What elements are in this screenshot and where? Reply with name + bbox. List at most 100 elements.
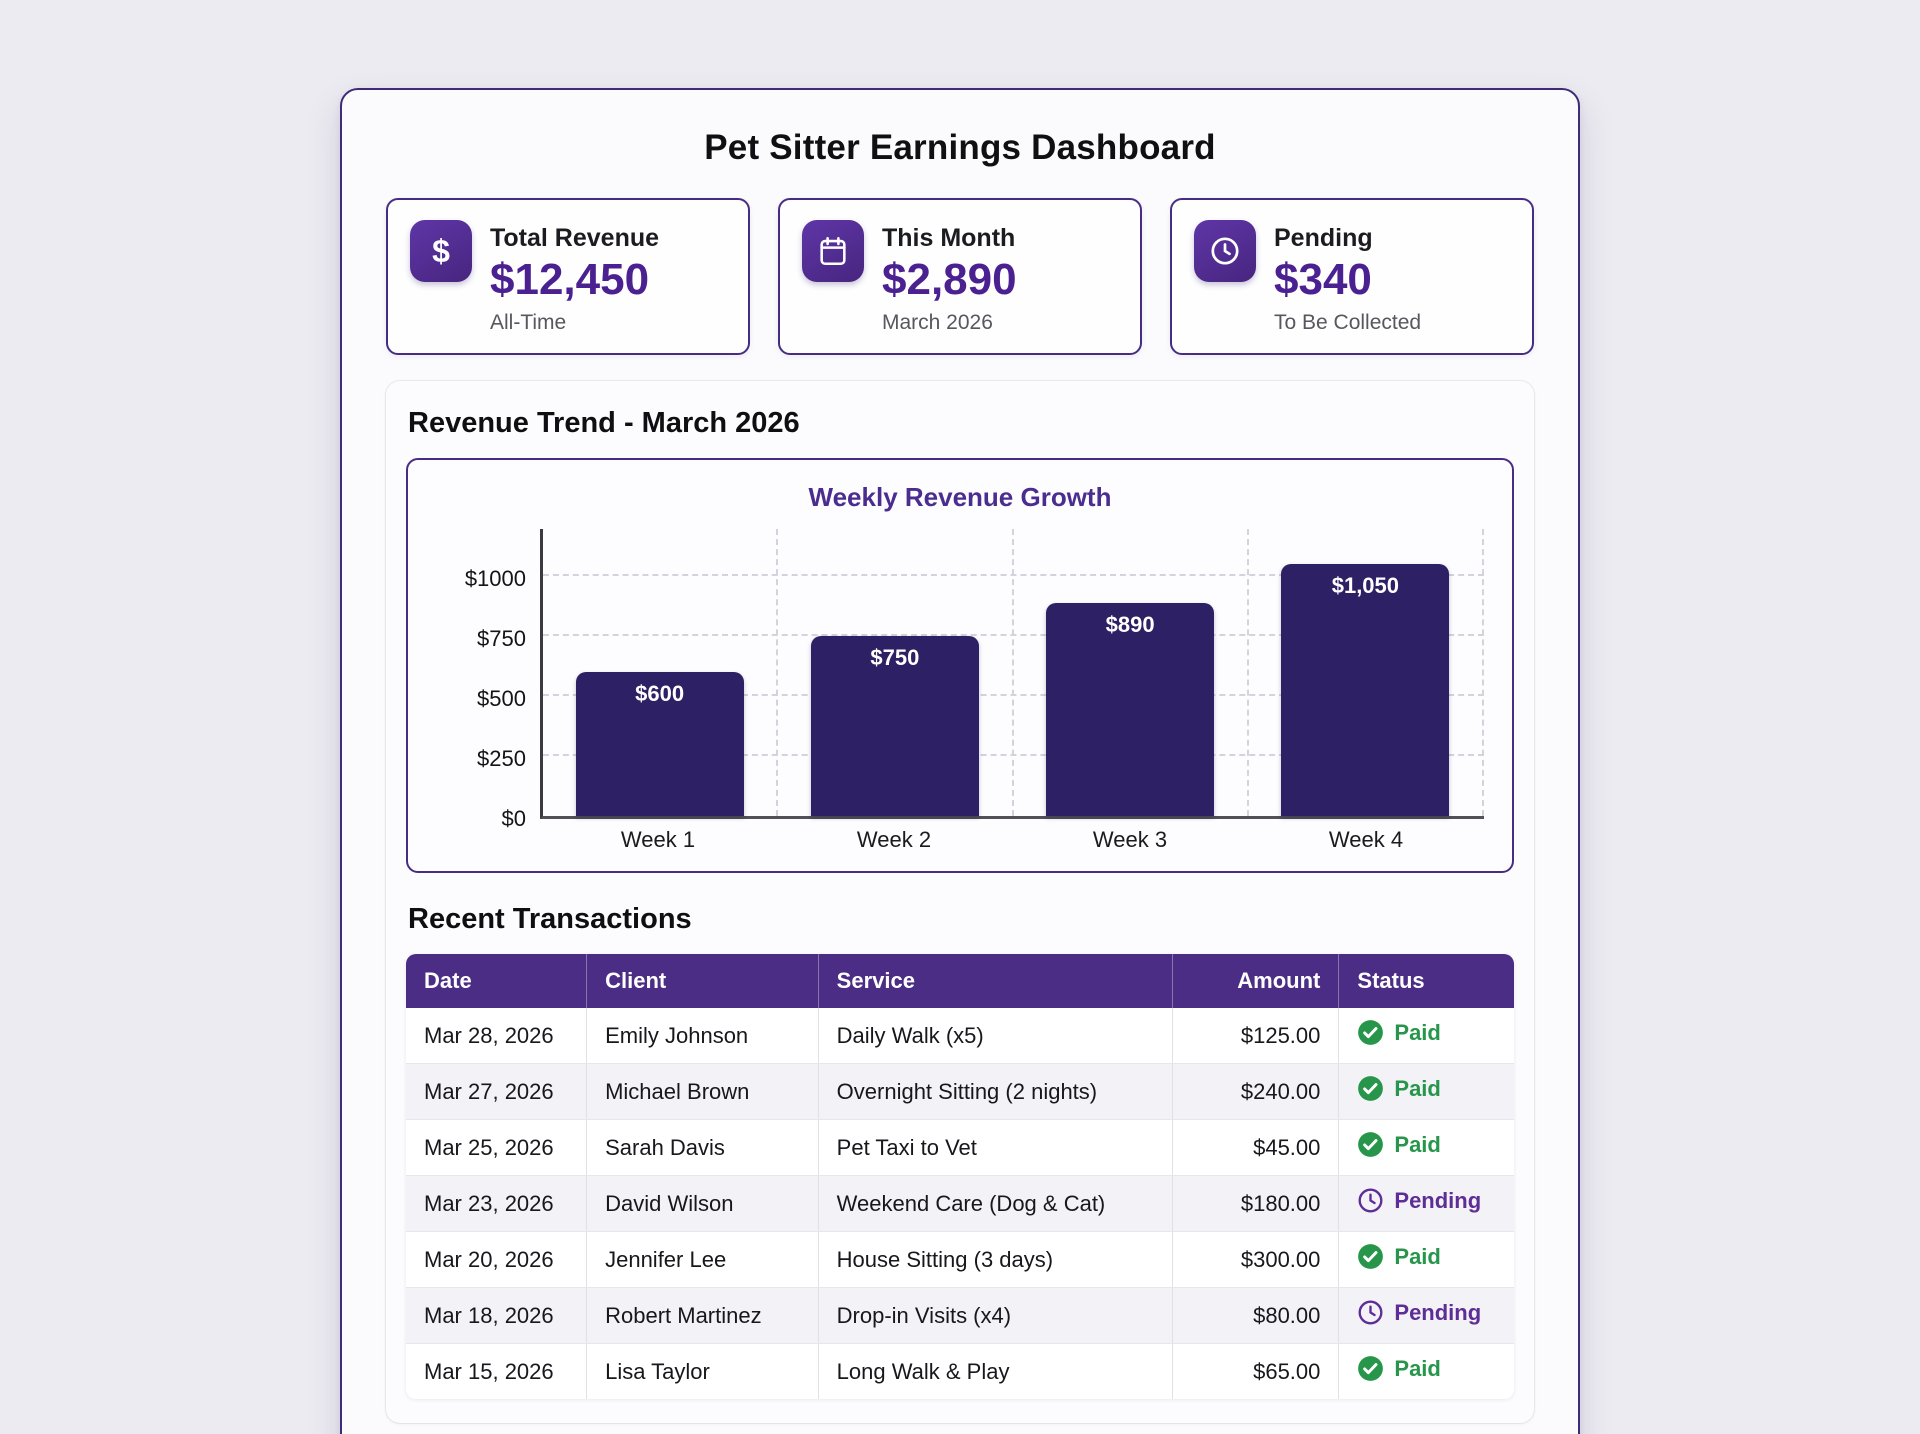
cell-amount: $125.00 [1172, 1008, 1340, 1065]
bar-value-label: $890 [1105, 611, 1155, 637]
column-header-service: Service [818, 954, 1174, 1009]
status-badge: Paid [1357, 1243, 1441, 1270]
status-badge: Paid [1357, 1355, 1441, 1382]
bar-slots: $600 $750 $890 $1,050 [543, 529, 1484, 817]
cell-date: Mar 27, 2026 [406, 1063, 588, 1121]
transactions-table: Date Client Service Amount Status Mar 28, 20… [406, 954, 1514, 1400]
recent-transactions-heading: Recent Transactions [408, 903, 692, 936]
y-tick-label: $250 [477, 746, 526, 772]
x-tick-label: Week 1 [620, 827, 696, 853]
bar-value-label: $750 [870, 645, 920, 671]
clock-icon [1194, 220, 1256, 282]
cell-service: Pet Taxi to Vet [818, 1119, 1174, 1177]
cell-status: Pending [1338, 1287, 1514, 1345]
y-tick-label: $500 [477, 686, 526, 712]
stat-label: Pending [1274, 224, 1373, 252]
cell-status: Paid [1338, 1008, 1514, 1065]
cell-status: Paid [1338, 1063, 1514, 1121]
cell-client: Robert Martinez [586, 1287, 819, 1345]
status-badge: Paid [1357, 1075, 1441, 1102]
cell-amount: $80.00 [1172, 1287, 1340, 1345]
gridline [543, 754, 1484, 757]
cell-amount: $45.00 [1172, 1119, 1340, 1177]
status-badge: Paid [1357, 1019, 1441, 1046]
y-tick-label: $0 [501, 806, 526, 832]
cell-client: David Wilson [586, 1175, 819, 1233]
dollar-icon: $ [410, 220, 472, 282]
table-row: Mar 28, 2026 Emily Johnson Daily Walk (x… [406, 1008, 1514, 1065]
gridline [543, 574, 1484, 577]
check-circle-icon [1357, 1355, 1384, 1382]
stat-label: This Month [882, 224, 1016, 252]
table-row: Mar 23, 2026 David Wilson Weekend Care (… [406, 1175, 1514, 1233]
bar-week-2: $750 [810, 636, 979, 817]
cell-service: Drop-in Visits (x4) [818, 1287, 1174, 1345]
cell-service: Weekend Care (Dog & Cat) [818, 1175, 1174, 1233]
stats-row: $ Total Revenue $12,450 All-Time This Mo… [386, 198, 1534, 356]
page-title: Pet Sitter Earnings Dashboard [704, 128, 1216, 167]
cell-amount: $65.00 [1172, 1343, 1340, 1400]
status-text: Pending [1394, 1187, 1482, 1213]
clock-icon [1357, 1187, 1384, 1214]
table-row: Mar 20, 2026 Jennifer Lee House Sitting … [406, 1231, 1514, 1289]
bar-week-3: $890 [1046, 602, 1215, 817]
chart-slot: $1,050 [1249, 529, 1484, 817]
cell-service: Long Walk & Play [818, 1343, 1174, 1400]
status-text: Pending [1394, 1299, 1482, 1325]
stat-label: Total Revenue [490, 224, 660, 252]
cell-amount: $240.00 [1172, 1063, 1340, 1121]
bar-week-4: $1,050 [1281, 564, 1450, 817]
cell-date: Mar 15, 2026 [406, 1343, 588, 1400]
cell-status: Paid [1338, 1119, 1514, 1177]
table-row: Mar 15, 2026 Lisa Taylor Long Walk & Pla… [406, 1343, 1514, 1400]
y-tick-label: $1000 [464, 566, 526, 592]
bar-week-1: $600 [575, 672, 744, 817]
clock-icon [1357, 1299, 1384, 1326]
cell-amount: $180.00 [1172, 1175, 1340, 1233]
cell-date: Mar 25, 2026 [406, 1119, 588, 1177]
chart-title: Weekly Revenue Growth [808, 482, 1112, 513]
y-tick-label: $750 [477, 626, 526, 652]
revenue-panel: Revenue Trend - March 2026 Weekly Revenu… [386, 381, 1534, 1424]
chart-slot: $750 [778, 529, 1014, 817]
transactions-table-wrap: Date Client Service Amount Status Mar 28, 20… [406, 954, 1514, 1400]
stat-card-total-revenue: $ Total Revenue $12,450 All-Time [386, 198, 750, 356]
status-text: Paid [1394, 1075, 1441, 1101]
stat-value: $2,890 [882, 255, 1017, 304]
cell-service: Overnight Sitting (2 nights) [818, 1063, 1174, 1121]
status-badge: Paid [1357, 1131, 1441, 1158]
gridline [543, 634, 1484, 637]
status-text: Paid [1394, 1131, 1441, 1157]
status-text: Paid [1394, 1243, 1441, 1269]
table-row: Mar 25, 2026 Sarah Davis Pet Taxi to Vet… [406, 1119, 1514, 1177]
check-circle-icon [1357, 1243, 1384, 1270]
x-tick-label: Week 2 [856, 827, 932, 853]
table-row: Mar 27, 2026 Michael Brown Overnight Sit… [406, 1063, 1514, 1121]
status-text: Paid [1394, 1355, 1441, 1381]
y-axis: $0 $250 $500 $750 $1000 [448, 529, 540, 831]
calendar-icon [802, 220, 864, 282]
plot-area: $600 $750 $890 $1,050 [540, 529, 1484, 820]
column-header-status: Status [1338, 954, 1514, 1009]
chart-slot: $600 [543, 529, 779, 817]
chart-slot: $890 [1014, 529, 1249, 817]
weekly-revenue-bar-chart: $0 $250 $500 $750 $1000 $600 $750 $890 $1,05… [448, 529, 1484, 853]
bar-value-label: $1,050 [1331, 573, 1400, 599]
column-header-amount: Amount [1172, 954, 1340, 1009]
cell-date: Mar 20, 2026 [406, 1231, 588, 1289]
stat-card-this-month: This Month $2,890 March 2026 [778, 198, 1142, 356]
check-circle-icon [1357, 1075, 1384, 1102]
stat-card-pending: Pending $340 To Be Collected [1170, 198, 1534, 356]
x-axis-labels: Week 1 Week 2 Week 3 Week 4 [540, 827, 1484, 853]
table-header-row: Date Client Service Amount Status [406, 954, 1514, 1009]
status-badge: Pending [1357, 1187, 1481, 1214]
cell-date: Mar 28, 2026 [406, 1008, 588, 1065]
cell-date: Mar 23, 2026 [406, 1175, 588, 1233]
cell-status: Paid [1338, 1343, 1514, 1400]
gridline [543, 694, 1484, 697]
cell-client: Jennifer Lee [586, 1231, 819, 1289]
cell-status: Paid [1338, 1231, 1514, 1289]
cell-status: Pending [1338, 1175, 1514, 1233]
bar-value-label: $600 [635, 681, 685, 707]
